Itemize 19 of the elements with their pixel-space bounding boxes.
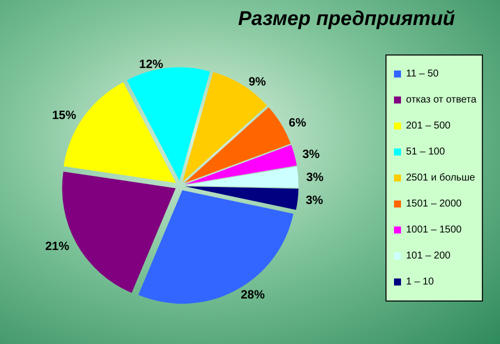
data-label: 3% (302, 147, 320, 162)
legend-label: 1 – 10 (406, 276, 434, 288)
data-label: 6% (288, 115, 306, 130)
legend-label: 51 – 100 (406, 146, 446, 158)
legend-label: 11 – 50 (406, 68, 440, 80)
legend-label: 2501 и больше (406, 172, 476, 184)
legend-label: отказ от ответа (406, 94, 477, 106)
data-label: 3% (306, 170, 324, 184)
data-label: 21% (45, 238, 70, 253)
legend-label: 101 – 200 (406, 250, 451, 262)
data-label: 3% (306, 192, 324, 207)
legend-label: 1501 – 2000 (406, 198, 462, 210)
data-label: 15% (52, 108, 76, 122)
data-label: 28% (240, 287, 266, 302)
legend-label: 1001 – 1500 (406, 224, 462, 236)
chart-title: Размер предприятий (238, 8, 455, 30)
data-label: 9% (248, 74, 266, 89)
legend-label: 201 – 500 (406, 120, 451, 132)
data-label: 12% (139, 56, 164, 71)
